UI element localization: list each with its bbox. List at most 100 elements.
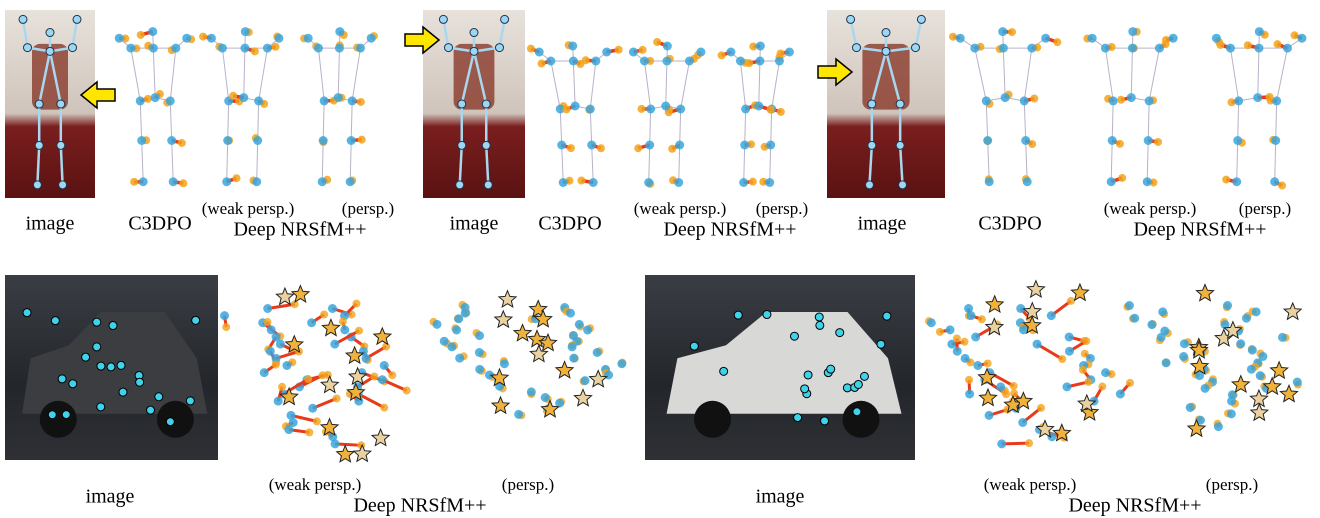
pred-point	[996, 382, 1005, 391]
keypoint	[790, 332, 798, 340]
pred-point	[220, 311, 229, 320]
bone	[227, 141, 228, 182]
pred-joint	[1088, 34, 1097, 43]
keypoint	[458, 141, 466, 149]
pred-point	[997, 439, 1006, 448]
keypoint	[899, 181, 907, 189]
gt-joint	[638, 105, 646, 113]
pred-point	[328, 304, 337, 313]
bone	[649, 145, 650, 183]
pred-point	[1293, 378, 1302, 387]
bone	[975, 48, 986, 101]
pred-point	[284, 425, 293, 434]
keypoint	[470, 47, 478, 55]
gt-joint	[1118, 174, 1126, 182]
pred-joint	[167, 136, 176, 145]
pred-point	[1214, 422, 1223, 431]
gt-joint	[272, 43, 280, 51]
gt-joint	[357, 98, 365, 106]
star	[499, 291, 516, 307]
pred-joint	[1283, 44, 1292, 53]
pred-joint	[1127, 93, 1136, 102]
gt-point	[319, 371, 327, 379]
pred-point	[1065, 347, 1074, 356]
gt-joint	[597, 144, 605, 152]
persp-caption: (persp.)	[1206, 475, 1258, 494]
gt-joint	[653, 38, 661, 46]
keypoint	[33, 181, 41, 189]
bone	[590, 109, 591, 145]
gt-joint	[1222, 176, 1230, 184]
pred-joint	[559, 178, 568, 187]
pred-joint	[546, 57, 555, 66]
keypoint	[896, 100, 904, 108]
pred-point	[985, 411, 994, 420]
keypoint	[882, 47, 890, 55]
bone	[1147, 141, 1148, 182]
bone	[170, 48, 176, 101]
weak-caption: (weak persp.)	[202, 199, 295, 218]
pred-point	[1062, 382, 1071, 391]
pred-point	[1248, 346, 1257, 355]
keypoint	[192, 316, 200, 324]
bone	[318, 48, 324, 101]
keypoint	[109, 322, 117, 330]
pred-joint	[736, 57, 745, 66]
keypoint	[912, 44, 920, 52]
pred-joint	[1297, 34, 1306, 43]
pred-point	[274, 397, 283, 406]
pred-joint	[320, 96, 329, 105]
keypoint	[865, 181, 873, 189]
keypoint	[59, 181, 67, 189]
pred-point	[276, 340, 285, 349]
pred-joint	[348, 96, 357, 105]
gt-joint	[527, 45, 535, 53]
keypoint	[853, 408, 861, 416]
gt-point	[352, 300, 360, 308]
keypoint	[917, 15, 925, 23]
bone	[1149, 48, 1159, 101]
pred-point	[1157, 333, 1166, 342]
gt-joint	[634, 144, 642, 152]
pred-joint	[356, 44, 365, 53]
pred-point	[330, 340, 339, 349]
pred-joint	[535, 48, 544, 57]
pred-point	[1065, 333, 1074, 342]
keypoint	[46, 47, 54, 55]
wheel	[40, 401, 77, 438]
bone	[562, 145, 564, 183]
bone	[770, 145, 771, 183]
keypoint	[804, 371, 812, 379]
gt-point	[965, 376, 973, 384]
pred-point	[961, 354, 970, 363]
c3dpo-caption: C3DPO	[538, 213, 601, 235]
pred-joint	[568, 42, 577, 51]
keypoint	[147, 406, 155, 414]
keypoint	[843, 384, 851, 392]
bone	[228, 101, 229, 141]
keypoint	[35, 100, 43, 108]
gt-joint	[1273, 40, 1281, 48]
bone	[679, 145, 680, 183]
pred-point	[331, 439, 340, 448]
pred-point	[282, 361, 291, 370]
keypoint	[73, 15, 81, 23]
pred-joint	[1023, 177, 1032, 186]
bone	[259, 48, 268, 101]
pred-joint	[1109, 96, 1118, 105]
keypoint	[734, 311, 742, 319]
gt-point	[1058, 355, 1066, 363]
star	[374, 328, 391, 344]
persp-caption: (persp.)	[756, 199, 808, 218]
bone	[1238, 101, 1239, 141]
gt-joint	[538, 60, 546, 68]
pred-joint	[241, 27, 250, 36]
persp-caption: (persp.)	[502, 475, 554, 494]
pred-point	[1201, 384, 1210, 393]
keypoint	[816, 321, 824, 329]
pred-joint	[367, 34, 376, 43]
pred-joint	[314, 44, 323, 53]
keypoint	[69, 380, 77, 388]
pred-joint	[557, 141, 566, 150]
keypoint	[57, 100, 65, 108]
